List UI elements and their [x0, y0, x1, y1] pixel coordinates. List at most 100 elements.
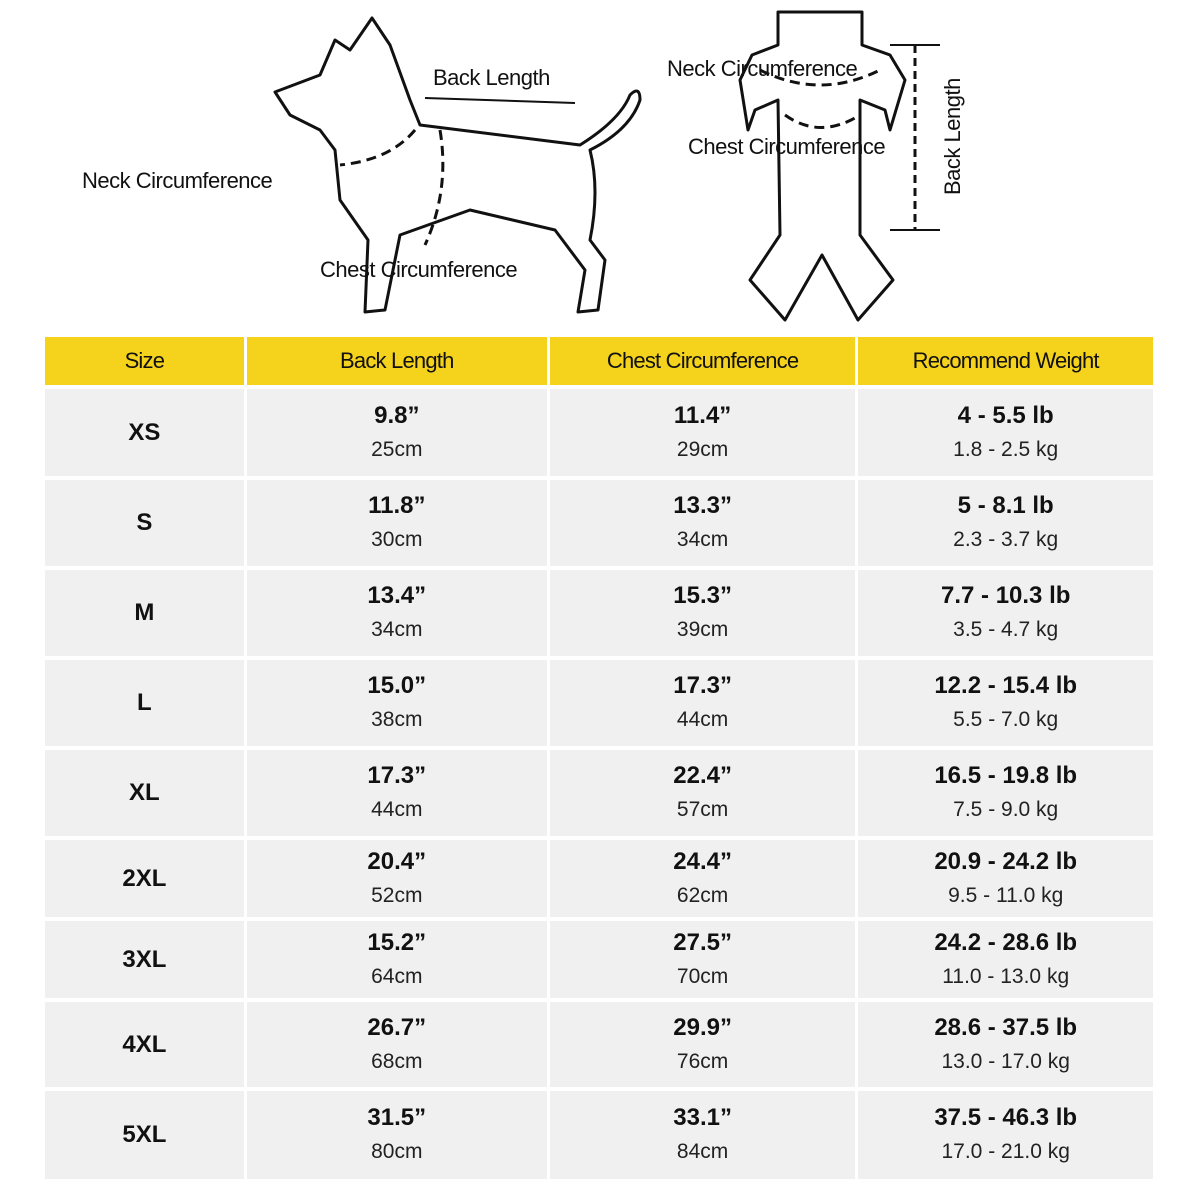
size-chart-table: Size Back Length Chest Circumference Rec… — [42, 333, 1156, 1183]
weight-lb: 37.5 - 46.3 lb — [934, 1104, 1078, 1131]
harness-illustration — [738, 10, 940, 322]
chest-cm: 57cm — [676, 798, 729, 821]
back-length-cell: 9.8” 25cm — [246, 389, 547, 476]
weight-kg: 5.5 - 7.0 kg — [953, 708, 1059, 731]
weight-cell: 4 - 5.5 lb 1.8 - 2.5 kg — [858, 389, 1153, 476]
weight-kg: 3.5 - 4.7 kg — [953, 618, 1059, 641]
chest-inches: 13.3” — [673, 492, 732, 519]
back-length-cm: 64cm — [371, 964, 423, 988]
size-cell: S — [45, 480, 244, 566]
weight-kg: 2.3 - 3.7 kg — [953, 528, 1059, 551]
chest-cm: 29cm — [676, 437, 729, 461]
back-length-inches: 15.0” — [367, 672, 427, 699]
weight-kg: 13.0 - 17.0 kg — [941, 1049, 1070, 1073]
size-cell: 2XL — [45, 840, 244, 917]
table-row: 5XL 31.5” 80cm 33.1” 84cm 37.5 - 46.3 lb 17.0 … — [45, 1091, 1153, 1179]
weight-lb: 12.2 - 15.4 lb — [934, 672, 1078, 699]
size-cell: L — [45, 660, 244, 746]
back-length-cell: 26.7” 68cm — [246, 1002, 547, 1087]
header-chest: Chest Circumference — [549, 337, 856, 385]
chest-cell: 17.3” 44cm — [549, 660, 856, 746]
dog-illustration — [273, 16, 642, 314]
weight-lb: 28.6 - 37.5 lb — [934, 1013, 1078, 1041]
header-back-length: Back Length — [246, 337, 547, 385]
back-length-inches: 11.8” — [368, 492, 426, 519]
size-cell: 3XL — [45, 921, 244, 998]
back-length-cell: 31.5” 80cm — [246, 1091, 547, 1179]
table-row: M 13.4” 34cm 15.3” 39cm 7.7 - 10.3 lb 3.5 - 4.… — [45, 570, 1153, 656]
table-row: XL 17.3” 44cm 22.4” 57cm 16.5 - 19.8 lb 7.5 - … — [45, 750, 1153, 836]
chest-cm: 34cm — [676, 528, 729, 551]
table-row: 2XL 20.4” 52cm 24.4” 62cm 20.9 - 24.2 lb 9.5 -… — [45, 840, 1153, 917]
size-cell: XL — [45, 750, 244, 836]
header-size: Size — [45, 337, 244, 385]
weight-cell: 16.5 - 19.8 lb 7.5 - 9.0 kg — [858, 750, 1153, 836]
weight-kg: 9.5 - 11.0 kg — [948, 883, 1064, 907]
header-weight: Recommend Weight — [858, 337, 1153, 385]
chest-cm: 62cm — [676, 883, 729, 907]
back-length-cm: 30cm — [371, 528, 423, 551]
weight-lb: 4 - 5.5 lb — [957, 401, 1054, 429]
weight-kg: 1.8 - 2.5 kg — [953, 437, 1059, 461]
back-length-cm: 34cm — [371, 618, 423, 641]
table-row: S 11.8” 30cm 13.3” 34cm 5 - 8.1 lb 2.3 - 3.7 k… — [45, 480, 1153, 566]
size-cell: XS — [45, 389, 244, 476]
table-row: L 15.0” 38cm 17.3” 44cm 12.2 - 15.4 lb 5.5 - 7… — [45, 660, 1153, 746]
table-row: 3XL 15.2” 64cm 27.5” 70cm 24.2 - 28.6 lb 11.0 … — [45, 921, 1153, 998]
weight-cell: 28.6 - 37.5 lb 13.0 - 17.0 kg — [858, 1002, 1153, 1087]
chest-cell: 22.4” 57cm — [549, 750, 856, 836]
back-length-cm: 52cm — [371, 883, 423, 907]
back-length-cm: 68cm — [371, 1049, 423, 1073]
back-length-inches: 20.4” — [367, 847, 427, 875]
weight-cell: 7.7 - 10.3 lb 3.5 - 4.7 kg — [858, 570, 1153, 656]
chest-cell: 33.1” 84cm — [549, 1091, 856, 1179]
chest-inches: 24.4” — [673, 847, 732, 875]
chest-cell: 11.4” 29cm — [549, 389, 856, 476]
weight-kg: 17.0 - 21.0 kg — [941, 1140, 1070, 1163]
chest-inches: 15.3” — [673, 582, 732, 609]
back-length-inches: 26.7” — [367, 1013, 427, 1041]
chest-cell: 24.4” 62cm — [549, 840, 856, 917]
back-length-cm: 25cm — [371, 437, 423, 461]
measurement-diagram: Back Length Neck Circumference Chest Cir… — [82, 10, 965, 322]
chest-cm: 84cm — [676, 1140, 729, 1163]
header-row: Size Back Length Chest Circumference Rec… — [45, 337, 1153, 385]
harness-chest-label: Chest Circumference — [688, 134, 885, 159]
weight-kg: 7.5 - 9.0 kg — [953, 798, 1059, 821]
chest-cell: 29.9” 76cm — [549, 1002, 856, 1087]
weight-lb: 16.5 - 19.8 lb — [934, 762, 1078, 789]
chest-cell: 27.5” 70cm — [549, 921, 856, 998]
weight-lb: 5 - 8.1 lb — [957, 492, 1054, 519]
size-cell: 4XL — [45, 1002, 244, 1087]
chest-cm: 44cm — [676, 708, 729, 731]
weight-cell: 20.9 - 24.2 lb 9.5 - 11.0 kg — [858, 840, 1153, 917]
back-length-cell: 15.2” 64cm — [246, 921, 547, 998]
chest-inches: 27.5” — [673, 928, 732, 956]
table-row: XS 9.8” 25cm 11.4” 29cm 4 - 5.5 lb 1.8 - 2.5 k… — [45, 389, 1153, 476]
harness-neck-label: Neck Circumference — [667, 56, 858, 81]
chest-cell: 13.3” 34cm — [549, 480, 856, 566]
back-length-cell: 20.4” 52cm — [246, 840, 547, 917]
back-length-inches: 17.3” — [367, 762, 427, 789]
weight-lb: 20.9 - 24.2 lb — [934, 847, 1078, 875]
back-length-cm: 80cm — [371, 1140, 423, 1163]
back-length-cm: 38cm — [371, 708, 423, 731]
dog-chest-label: Chest Circumference — [320, 257, 517, 282]
weight-lb: 24.2 - 28.6 lb — [934, 928, 1078, 956]
harness-back-length-label: Back Length — [940, 78, 965, 195]
size-cell: M — [45, 570, 244, 656]
back-length-cell: 15.0” 38cm — [246, 660, 547, 746]
chest-cm: 70cm — [676, 964, 729, 988]
chest-inches: 11.4” — [673, 401, 732, 429]
chest-cell: 15.3” 39cm — [549, 570, 856, 656]
back-length-inches: 9.8” — [374, 401, 420, 429]
back-length-inches: 13.4” — [367, 582, 427, 609]
back-length-cell: 17.3” 44cm — [246, 750, 547, 836]
back-length-cm: 44cm — [371, 798, 423, 821]
back-length-cell: 13.4” 34cm — [246, 570, 547, 656]
dog-neck-label: Neck Circumference — [82, 168, 273, 193]
back-length-inches: 15.2” — [367, 928, 427, 956]
weight-cell: 24.2 - 28.6 lb 11.0 - 13.0 kg — [858, 921, 1153, 998]
weight-kg: 11.0 - 13.0 kg — [942, 964, 1070, 988]
chest-inches: 17.3” — [673, 672, 732, 699]
